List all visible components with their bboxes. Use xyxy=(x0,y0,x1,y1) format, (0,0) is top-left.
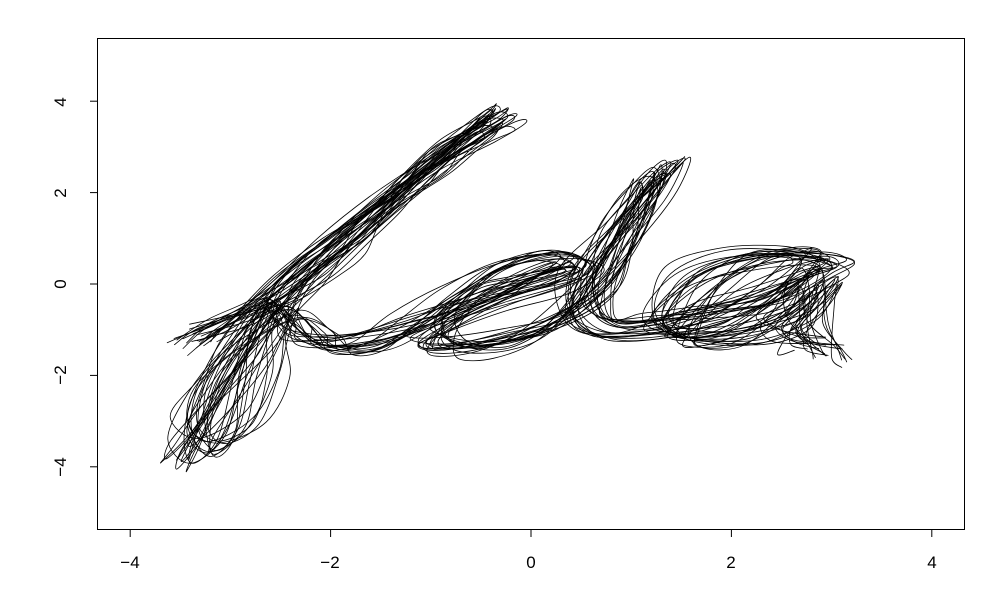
y-axis-ticks xyxy=(90,100,98,468)
y-tick-label: −2 xyxy=(51,365,70,384)
x-tick-label: 2 xyxy=(726,553,735,572)
y-tick-label: −4 xyxy=(51,457,70,476)
x-tick-label: 4 xyxy=(927,553,936,572)
x-tick-label: 0 xyxy=(526,553,535,572)
trajectory-trace xyxy=(163,108,846,460)
trajectory-trace xyxy=(198,122,833,455)
trajectory-trace xyxy=(192,125,822,442)
trajectory-trace xyxy=(159,103,853,464)
x-axis-ticks xyxy=(129,529,933,537)
trajectory-traces xyxy=(159,103,856,473)
x-tick-label: −4 xyxy=(120,553,139,572)
trajectory-trace xyxy=(187,115,833,443)
trajectory-trace xyxy=(169,111,826,440)
x-tick-label: −2 xyxy=(320,553,339,572)
trajectory-trace xyxy=(187,118,827,447)
y-tick-label: 4 xyxy=(51,97,70,106)
trajectory-trace xyxy=(188,116,814,460)
x-axis-tick-labels: −4 −2 0 2 4 xyxy=(120,553,936,572)
y-axis-tick-labels: −4 −2 0 2 4 xyxy=(51,97,70,476)
y-tick-label: 2 xyxy=(51,188,70,197)
trajectory-trace xyxy=(188,119,850,444)
y-tick-label: 0 xyxy=(51,279,70,288)
